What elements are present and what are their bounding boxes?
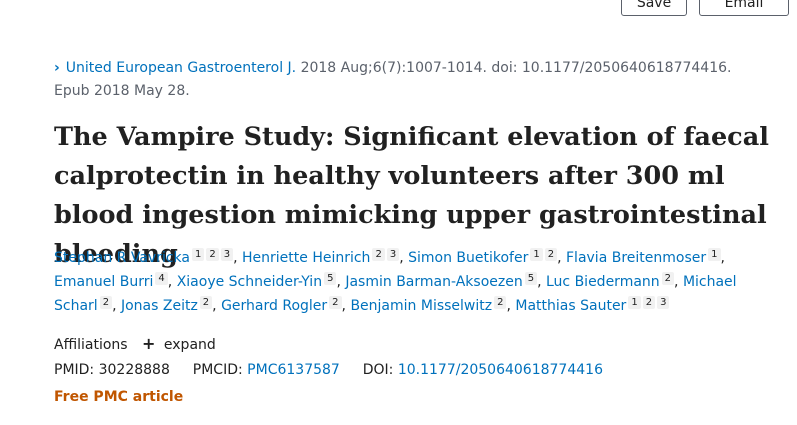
expand-link[interactable]: expand	[163, 337, 216, 353]
author-link[interactable]: Benjamin Misselwitz	[350, 298, 493, 314]
author-link[interactable]: Emanuel Burri	[54, 274, 154, 290]
pmcid-label: PMCID:	[192, 362, 243, 378]
author-link[interactable]: Gerhard Rogler	[221, 298, 328, 314]
toolbar: Save Email	[621, 0, 797, 16]
free-pmc-article-badge: Free PMC article	[54, 389, 184, 405]
author-item: Flavia Breitenmoser 1,	[566, 248, 725, 266]
journal-link[interactable]: United European Gastroenterol J.	[65, 60, 297, 76]
affiliation-ref[interactable]: 2	[661, 272, 675, 285]
affiliation-ref[interactable]: 2	[372, 248, 385, 261]
author-item: Benjamin Misselwitz 2,	[350, 296, 516, 314]
affiliation-ref[interactable]: 2	[199, 296, 213, 309]
citation: › United European Gastroenterol J. 2018 A…	[54, 57, 774, 103]
affiliation-ref[interactable]: 2	[206, 248, 219, 261]
chevron-right-icon: ›	[54, 60, 60, 76]
save-button[interactable]: Save	[621, 0, 687, 16]
plus-icon: +	[142, 334, 156, 353]
author-link[interactable]: Stephan R Vavricka	[54, 250, 190, 266]
pmcid-link[interactable]: PMC6137587	[247, 362, 340, 378]
article-title: The Vampire Study: Significant elevation…	[54, 122, 769, 269]
author-link[interactable]: Flavia Breitenmoser	[566, 250, 707, 266]
affiliation-ref[interactable]: 2	[642, 296, 656, 309]
author-item: Stephan R Vavricka 1 2 3,	[54, 248, 242, 266]
author-link[interactable]: Simon Buetikofer	[408, 250, 529, 266]
author-link[interactable]: Michael Scharl	[54, 274, 737, 314]
author-link[interactable]: Jasmin Barman-Aksoezen	[345, 274, 523, 290]
author-item: Simon Buetikofer 1 2,	[408, 248, 566, 266]
affiliation-ref[interactable]: 1	[530, 248, 543, 261]
pmid-value: 30228888	[98, 362, 170, 378]
affiliation-ref[interactable]: 4	[155, 272, 168, 285]
affiliation-ref[interactable]: 2	[329, 296, 342, 309]
epub-date: Epub 2018 May 28.	[54, 83, 190, 99]
identifiers: PMID: 30228888 PMCID: PMC6137587 DOI: 10…	[54, 362, 603, 378]
affiliation-ref[interactable]: 1	[628, 296, 641, 309]
doi-link[interactable]: 10.1177/2050640618774416	[397, 362, 603, 378]
affiliation-ref[interactable]: 2	[99, 296, 113, 309]
affiliations-label: Affiliations	[54, 337, 128, 353]
author-item: Jasmin Barman-Aksoezen 5,	[345, 272, 546, 290]
affiliation-ref[interactable]: 3	[657, 296, 670, 309]
author-item: Jonas Zeitz 2,	[120, 296, 222, 314]
author-item: Xiaoye Schneider-Yin 5,	[176, 272, 346, 290]
author-link[interactable]: Jonas Zeitz	[120, 298, 198, 314]
affiliation-ref[interactable]: 2	[494, 296, 507, 309]
author-item: Luc Biedermann 2,	[546, 272, 683, 290]
author-link[interactable]: Xiaoye Schneider-Yin	[176, 274, 323, 290]
author-item: Gerhard Rogler 2,	[221, 296, 351, 314]
affiliation-ref[interactable]: 5	[524, 272, 538, 285]
authors-list: Stephan R Vavricka 1 2 3, Henriette Heinric…	[54, 246, 754, 318]
author-link[interactable]: Henriette Heinrich	[242, 250, 371, 266]
affiliation-ref[interactable]: 5	[324, 272, 337, 285]
affiliations-toggle[interactable]: Affiliations + expand	[54, 334, 216, 353]
author-item: Henriette Heinrich 2 3,	[242, 248, 409, 266]
author-item: Matthias Sauter 1 2 3	[515, 296, 670, 314]
author-item: Emanuel Burri 4,	[54, 272, 177, 290]
doi-label: DOI:	[362, 362, 394, 378]
affiliation-ref[interactable]: 1	[191, 248, 205, 261]
email-button[interactable]: Email	[699, 0, 789, 16]
affiliation-ref[interactable]: 1	[708, 248, 721, 261]
author-item: Michael Scharl 2,	[54, 274, 737, 314]
author-link[interactable]: Matthias Sauter	[515, 298, 627, 314]
affiliation-ref[interactable]: 3	[220, 248, 234, 261]
affiliation-ref[interactable]: 3	[386, 248, 400, 261]
affiliation-ref[interactable]: 2	[544, 248, 558, 261]
pmid-label: PMID:	[54, 362, 95, 378]
author-link[interactable]: Luc Biedermann	[546, 274, 660, 290]
citation-details: 2018 Aug;6(7):1007-1014. doi: 10.1177/20…	[296, 60, 732, 76]
